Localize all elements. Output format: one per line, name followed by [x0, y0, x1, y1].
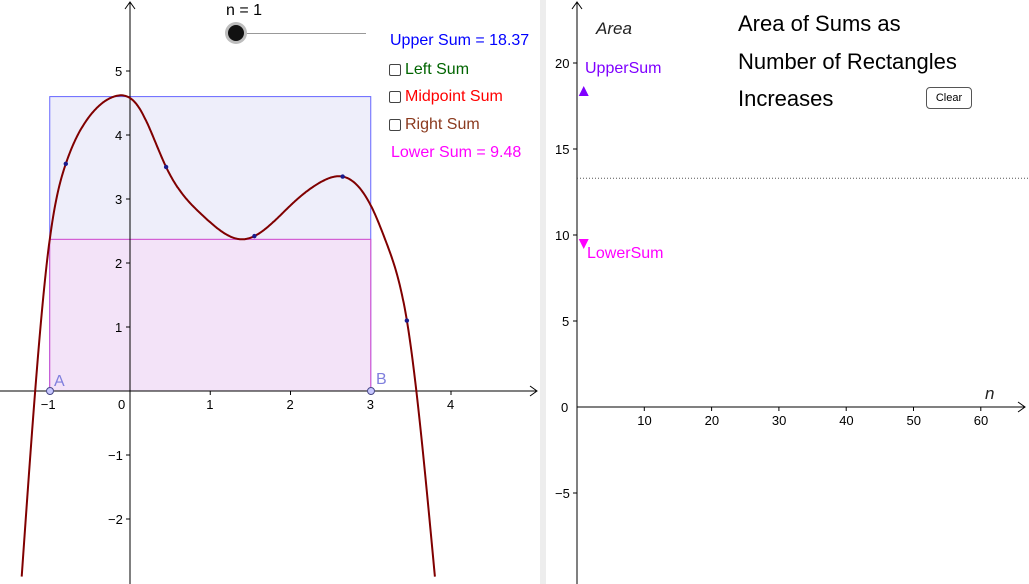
curve-point[interactable]: [252, 233, 257, 239]
y-axis-arrow-icon: [124, 1, 136, 10]
y-tick-label: 4: [115, 128, 122, 143]
midpoint-sum-checkbox[interactable]: Midpoint Sum: [389, 88, 503, 106]
lower-sum-label: LowerSum: [587, 245, 664, 262]
x-tick-label: 3: [367, 397, 374, 412]
curve-point[interactable]: [404, 318, 410, 323]
x-tick-label: 40: [839, 413, 853, 428]
y-axis-arrow-icon: [571, 1, 583, 10]
title-line-3: Increases: [738, 86, 834, 111]
checkbox-icon[interactable]: [389, 64, 401, 76]
upper-sum-label: UpperSum: [585, 60, 662, 77]
upper-sum-marker-icon[interactable]: [578, 86, 589, 97]
title-line-1: Area of Sums as: [738, 11, 901, 36]
y-tick-label: −2: [108, 512, 123, 527]
point-a-label: A: [54, 373, 65, 390]
x-tick-label: 1: [206, 397, 213, 412]
y-tick-label: 0: [561, 400, 568, 415]
slider-track[interactable]: [236, 33, 366, 34]
x-tick-label: 20: [705, 413, 719, 428]
slider-label: n = 1: [226, 2, 263, 19]
curve-point[interactable]: [163, 164, 169, 170]
x-axis-arrow-icon: [529, 385, 538, 397]
title-line-2: Number of Rectangles: [738, 49, 957, 74]
y-tick-label: 3: [115, 192, 122, 207]
y-tick-label: 15: [555, 142, 569, 157]
curve-point[interactable]: [340, 174, 345, 179]
curve-point[interactable]: [63, 161, 68, 166]
function-graph[interactable]: −1 0 1 2 3 4 5 4 3 2 1 −1 −2 A B: [0, 0, 540, 584]
clear-button[interactable]: Clear: [926, 87, 972, 109]
lower-sum-marker-icon[interactable]: [578, 238, 589, 249]
graphics-view-2[interactable]: 10 20 30 40 50 60 20 15 10 5 0 −5 Area n Area of Su…: [546, 0, 1029, 584]
x-tick-label: 10: [637, 413, 651, 428]
lower-sum-text: Lower Sum = 9.48: [391, 144, 522, 161]
y-tick-label: 2: [115, 256, 122, 271]
function-curve[interactable]: [20, 94, 436, 577]
x-axis-arrow-icon: [1017, 401, 1026, 413]
y-tick-label: 20: [555, 56, 569, 71]
y-tick-label: 5: [115, 64, 122, 79]
x-tick-label: 50: [907, 413, 921, 428]
x-tick-label: 30: [772, 413, 786, 428]
y-tick-label: 1: [115, 320, 122, 335]
lower-sum-rectangle[interactable]: [49, 238, 372, 392]
y-tick-label: 5: [562, 314, 569, 329]
checkbox-icon[interactable]: [389, 91, 401, 103]
left-sum-checkbox[interactable]: Left Sum: [389, 61, 469, 79]
graphics-view-1[interactable]: −1 0 1 2 3 4 5 4 3 2 1 −1 −2 A B n = 1 Upper Sum = 1…: [0, 0, 540, 584]
point-b[interactable]: [367, 387, 375, 395]
x-tick-label: 4: [447, 397, 454, 412]
point-b-label: B: [376, 371, 387, 388]
slider-knob[interactable]: [228, 25, 244, 41]
x-tick-label: 0: [118, 397, 125, 412]
view-divider[interactable]: [540, 0, 546, 584]
point-a[interactable]: [46, 387, 54, 395]
x-tick-label: 60: [974, 413, 988, 428]
right-sum-label: Right Sum: [405, 116, 480, 133]
checkbox-icon[interactable]: [389, 119, 401, 131]
upper-sum-text: Upper Sum = 18.37: [390, 32, 530, 49]
midpoint-sum-label: Midpoint Sum: [405, 88, 503, 105]
n-axis-label: n: [985, 384, 994, 403]
area-axis-label: Area: [595, 19, 632, 38]
y-tick-label: 10: [555, 228, 569, 243]
y-tick-label: −1: [108, 448, 123, 463]
right-sum-checkbox[interactable]: Right Sum: [389, 116, 480, 134]
x-tick-label: −1: [41, 397, 56, 412]
y-tick-label: −5: [555, 486, 570, 501]
x-tick-label: 2: [287, 397, 294, 412]
left-sum-label: Left Sum: [405, 61, 470, 78]
